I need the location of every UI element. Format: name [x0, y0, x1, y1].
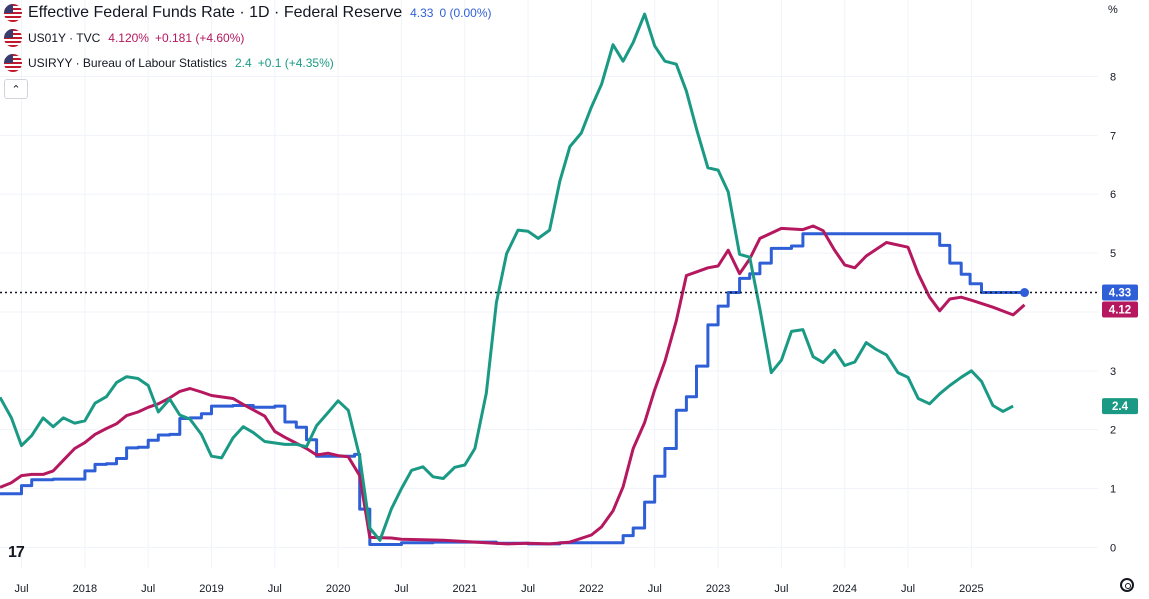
legend-usiryy-change: +0.1 (+4.35%) — [257, 55, 334, 70]
x-tick-label: Jul — [648, 583, 662, 595]
series-line-usiryy — [0, 12, 1014, 542]
y-tick-label: 6 — [1110, 189, 1116, 201]
x-tick-label: 2018 — [73, 583, 97, 595]
y-tick-label: 5 — [1110, 248, 1116, 260]
legend-usiryy-value: 2.4 — [235, 55, 252, 70]
x-tick-label: Jul — [141, 583, 155, 595]
legend-us01y-change: +0.181 (+4.60%) — [154, 30, 245, 45]
legend-fedfunds-value: 4.33 — [410, 5, 434, 20]
price-badges: 4.33 4.12 2.4 — [1102, 284, 1138, 415]
legend: Effective Federal Funds Rate · 1D · Fede… — [4, 0, 497, 99]
gear-icon[interactable] — [1120, 578, 1134, 592]
legend-us01y-value: 4.120% — [108, 30, 149, 45]
series-line-fedfunds — [0, 232, 1025, 546]
y-tick-label: 2 — [1110, 425, 1116, 437]
y-tick-label: 8 — [1110, 72, 1116, 84]
legend-fedfunds-title: Effective Federal Funds Rate · 1D · Fede… — [28, 3, 403, 21]
x-tick-label: 2021 — [453, 583, 477, 595]
legend-row-us01y[interactable]: US01Y · TVC 4.120% +0.181 (+4.60%) — [4, 25, 497, 50]
x-tick-label: Jul — [521, 583, 535, 595]
x-tick-label: 2022 — [579, 583, 603, 595]
collapse-legend-button[interactable]: ⌃ — [4, 79, 28, 99]
price-badge-label-usiryy: 2.4 — [1112, 401, 1129, 413]
y-tick-label: 1 — [1110, 484, 1116, 496]
x-tick-label: Jul — [14, 583, 28, 595]
x-tick-label: 2025 — [959, 583, 983, 595]
series-line-us01y — [0, 224, 1026, 546]
x-tick-label: Jul — [774, 583, 788, 595]
y-tick-label: 7 — [1110, 130, 1116, 142]
us-flag-icon — [4, 3, 22, 22]
legend-us01y-title: US01Y · TVC — [28, 30, 101, 45]
x-tick-label: Jul — [268, 583, 282, 595]
us-flag-icon — [4, 28, 22, 47]
price-badge-label-us01y: 4.12 — [1109, 305, 1131, 317]
legend-row-usiryy[interactable]: USIRYY · Bureau of Labour Statistics 2.4… — [4, 50, 497, 75]
chevron-up-icon: ⌃ — [11, 83, 21, 96]
x-tick-label: 2024 — [832, 583, 856, 595]
legend-usiryy-title: USIRYY · Bureau of Labour Statistics — [28, 55, 227, 70]
tradingview-logo[interactable]: 17 — [8, 544, 25, 561]
last-point-marker — [1020, 288, 1030, 298]
price-badge-us01y — [1102, 301, 1138, 318]
y-tick-label: 0 — [1110, 542, 1116, 554]
legend-row-fedfunds[interactable]: Effective Federal Funds Rate · 1D · Fede… — [4, 0, 497, 25]
x-tick-label: Jul — [394, 583, 408, 595]
price-badge-usiryy — [1102, 398, 1138, 415]
axis-ticks: 012345678Jul2018Jul2019Jul2020Jul2021Jul… — [14, 72, 1116, 595]
series-lines — [0, 12, 1098, 546]
x-tick-label: 2019 — [199, 583, 223, 595]
axis-unit-label: % — [1108, 4, 1118, 16]
price-badge-label-fedfunds: 4.33 — [1109, 288, 1131, 300]
price-badge-fedfunds — [1102, 284, 1138, 301]
x-tick-label: 2020 — [326, 583, 350, 595]
y-tick-label: 3 — [1110, 366, 1116, 378]
legend-fedfunds-change: 0 (0.00%) — [439, 5, 492, 20]
us-flag-icon — [4, 53, 22, 72]
x-tick-label: Jul — [901, 583, 915, 595]
x-tick-label: 2023 — [706, 583, 730, 595]
